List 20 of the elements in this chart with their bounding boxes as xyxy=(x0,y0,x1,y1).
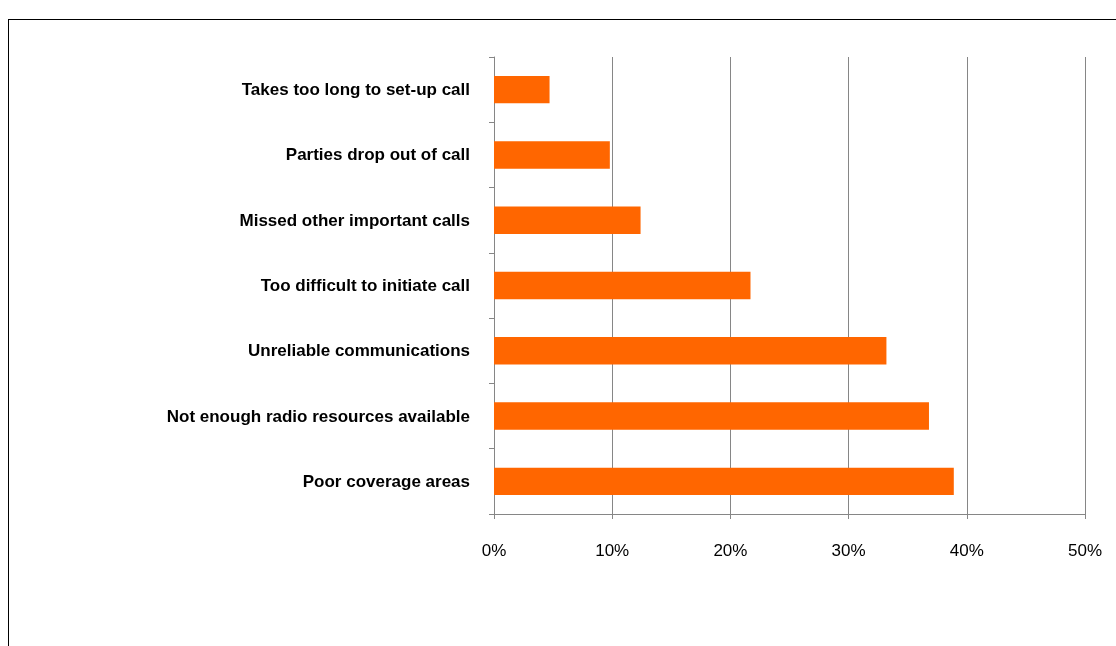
bar xyxy=(494,206,641,234)
x-tick-label: 30% xyxy=(831,541,866,560)
y-tick-label: Not enough radio resources available xyxy=(166,406,470,426)
y-tick-label: Takes too long to set-up call xyxy=(241,80,470,100)
x-tick-label: 50% xyxy=(1067,541,1103,560)
x-tick-label: 40% xyxy=(949,541,984,560)
y-tick-label: Missed other important calls xyxy=(239,210,470,230)
x-tick-label: 20% xyxy=(713,541,748,560)
bar xyxy=(494,141,610,169)
x-tick-label: 0% xyxy=(481,541,507,560)
bar xyxy=(494,271,751,300)
bar xyxy=(494,402,929,430)
bar xyxy=(494,467,954,496)
y-tick-label: Parties drop out of call xyxy=(285,145,470,165)
y-tick-label: Too difficult to initiate call xyxy=(260,276,470,295)
y-tick-label: Poor coverage areas xyxy=(302,471,470,491)
x-tick-label: 10% xyxy=(595,541,630,560)
y-tick-label: Unreliable communications xyxy=(248,341,470,361)
bar xyxy=(494,337,887,365)
bar xyxy=(494,75,550,104)
